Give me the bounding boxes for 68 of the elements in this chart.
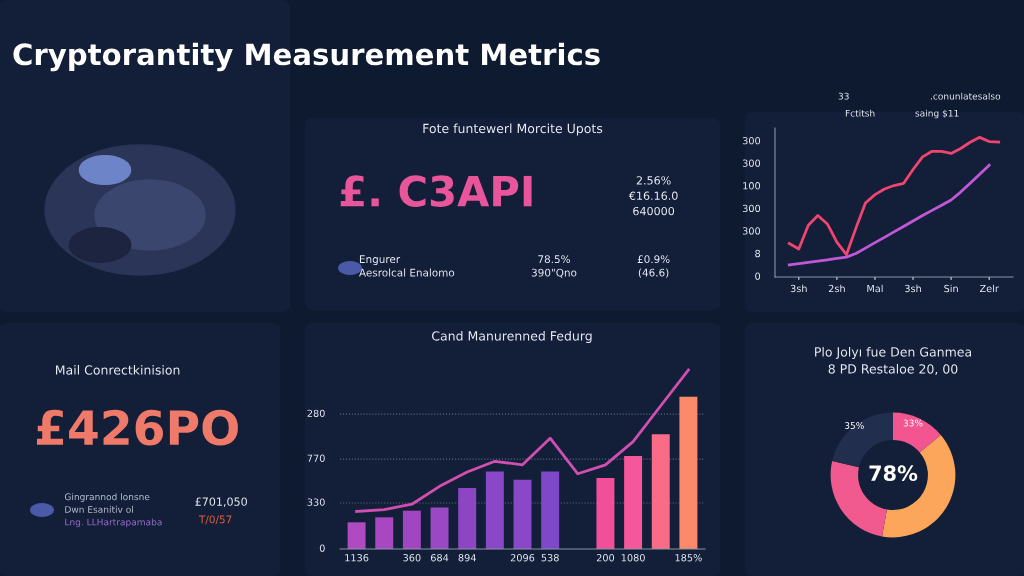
text: Mail Conrectkinision (56, 365, 180, 375)
text: (46.6) (638, 268, 669, 278)
text: £426PO (36, 409, 238, 446)
text: 640000 (633, 206, 675, 216)
text: 300 (742, 137, 761, 145)
text: 2.56% (636, 176, 671, 185)
x-tick-label: 360 (403, 554, 421, 562)
chart-title: Plo Jolyı fue Den Ganmea (815, 346, 971, 360)
text: £0.9% (637, 255, 670, 264)
text: T/0/57 (198, 515, 232, 525)
x-tick-label: 538 (541, 554, 559, 562)
text: 300 (742, 159, 761, 167)
x-tick-label: 894 (458, 554, 476, 562)
text: saing $11 (915, 109, 959, 119)
x-tick-label: 1080 (621, 554, 645, 562)
text: 390"Qno (531, 268, 577, 278)
text: 330 (307, 498, 325, 506)
text: .conunlatesalso (930, 92, 1001, 100)
text: 770 (307, 454, 325, 462)
text: £701,050 (195, 497, 247, 507)
bar (541, 471, 560, 549)
text: 33% (903, 419, 923, 427)
text: 300 (742, 204, 761, 213)
bar (485, 471, 504, 549)
text: Engurer (359, 255, 401, 266)
donut-slice (893, 412, 941, 453)
text: Aesrolcal Enalomo (359, 268, 455, 277)
text: 0 (755, 272, 761, 280)
text: 33 (838, 92, 849, 100)
text: 300 (742, 227, 761, 235)
text: Dwn Esanitiv ol (65, 505, 133, 513)
bar (513, 479, 532, 549)
x-tick-label: 200 (596, 554, 615, 562)
x-tick-label: 2096 (510, 554, 535, 562)
x-tick-label: 3sh (905, 284, 921, 293)
text: €16.16.0 (628, 191, 678, 200)
text: 100 (743, 182, 761, 190)
bar (651, 434, 670, 549)
text: Fctitsh (845, 109, 875, 117)
bar (347, 522, 366, 549)
bar (402, 510, 421, 549)
text: Cryptorantity Measurement Metrics (13, 42, 600, 72)
bar (375, 517, 394, 549)
x-tick-label: Mal (867, 284, 883, 293)
text: Fote funtewerl Morcite Upots (423, 123, 603, 136)
text: Lng. LLHartrapamaba (65, 518, 162, 528)
x-tick-label: 185% (675, 554, 702, 562)
bar (430, 507, 449, 549)
text: 78.5% (538, 255, 570, 264)
bar (458, 488, 477, 549)
chart-subtitle: 8 PD Restaloe 20, 00 (828, 363, 958, 375)
text: 35% (844, 422, 864, 429)
x-tick-label: 684 (430, 554, 449, 562)
x-tick-label: 2sh (828, 284, 845, 293)
text: 280 (307, 409, 325, 417)
text: 0 (319, 544, 325, 552)
bar (624, 455, 643, 549)
x-tick-label: Zelr (979, 284, 999, 293)
x-tick-label: Sin (944, 284, 958, 293)
x-tick-label: 1136 (345, 554, 369, 562)
text: £. C3API (340, 175, 532, 207)
text: 78% (869, 465, 918, 482)
text: Gingrannod lonsne (64, 493, 150, 502)
bar (679, 396, 698, 549)
bar (596, 478, 615, 549)
x-tick-label: 3sh (790, 284, 807, 293)
text: 8 (755, 249, 761, 258)
chart-title: Cand Manurenned Fedurg (432, 330, 592, 344)
